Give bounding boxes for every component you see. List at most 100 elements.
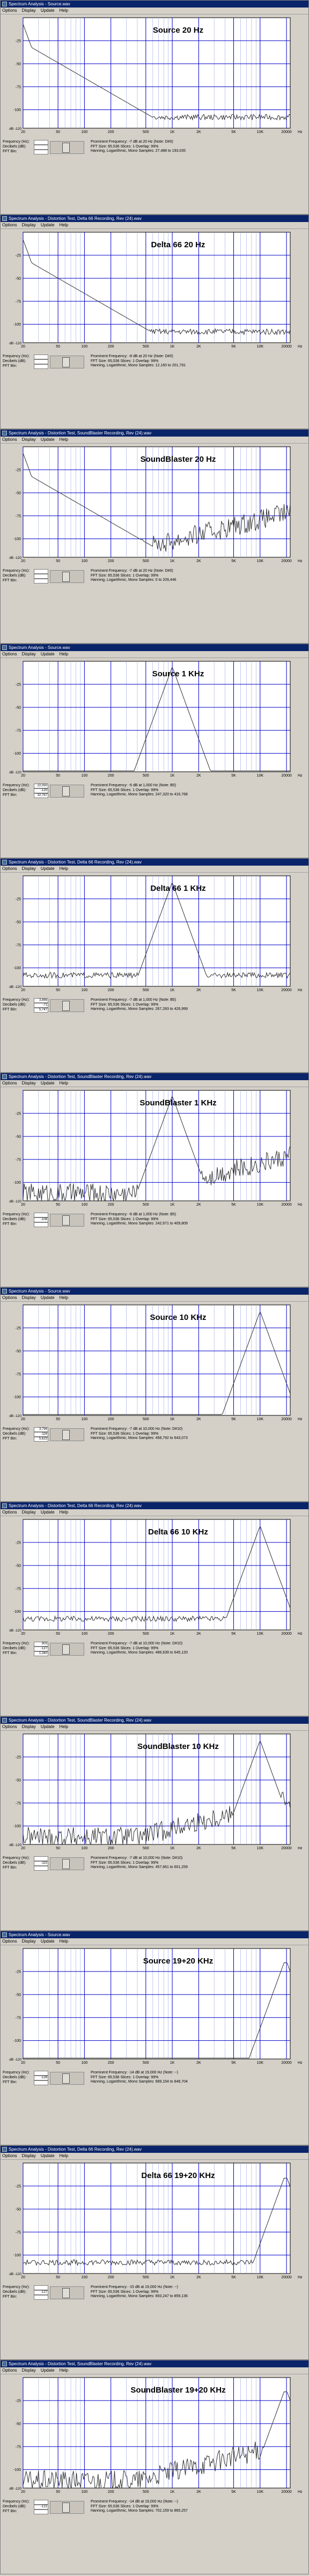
x-tick-label: 500 [143,988,149,992]
menu-display[interactable]: Display [21,8,36,13]
readout-value: -127 [34,1647,48,1651]
zoom-slider-thumb[interactable] [62,1430,70,1440]
panel-label: SoundBlaster 19+20 KHz [130,2386,225,2395]
menu-options[interactable]: Options [2,1510,17,1515]
zoom-slider-thumb[interactable] [62,2503,70,2513]
window-titlebar[interactable]: Spectrum Analysis - Source.wav [1,644,308,651]
zoom-slider[interactable] [50,2286,84,2299]
window-titlebar[interactable]: Spectrum Analysis - Distortion Test, Del… [1,859,308,866]
menu-update[interactable]: Update [40,652,55,656]
menu-options[interactable]: Options [2,1939,17,1944]
window-titlebar[interactable]: Spectrum Analysis - Distortion Test, Sou… [1,2360,308,2367]
menu-options[interactable]: Options [2,437,17,442]
info-line: Prominent Frequency: -8 dB at 20 Hz (Not… [91,355,173,358]
menu-update[interactable]: Update [40,2368,55,2373]
menu-help[interactable]: Help [59,2153,69,2158]
menu-update[interactable]: Update [40,8,55,13]
zoom-slider-thumb[interactable] [62,2073,70,2084]
y-tick-label: -25 [16,468,21,472]
menu-help[interactable]: Help [59,8,69,13]
zoom-slider-thumb[interactable] [62,143,70,153]
x-tick-label: 1K [170,1847,175,1850]
menu-help[interactable]: Help [59,1939,69,1944]
y-tick-label: -75 [16,300,21,304]
zoom-slider[interactable] [50,1643,84,1656]
window-titlebar[interactable]: Spectrum Analysis - Distortion Test, Del… [1,2146,308,2153]
menu-options[interactable]: Options [2,2368,17,2373]
window-titlebar[interactable]: Spectrum Analysis - Distortion Test, Sou… [1,430,308,437]
panel-label: SoundBlaster 10 KHz [137,1742,219,1751]
menu-update[interactable]: Update [40,1295,55,1300]
menu-help[interactable]: Help [59,1724,69,1729]
menu-options[interactable]: Options [2,1081,17,1086]
zoom-slider[interactable] [50,141,84,154]
zoom-slider[interactable] [50,785,84,798]
zoom-slider[interactable] [50,1214,84,1227]
menu-help[interactable]: Help [59,652,69,656]
window-titlebar[interactable]: Spectrum Analysis - Distortion Test, Del… [1,1502,308,1509]
menu-update[interactable]: Update [40,1081,55,1086]
zoom-slider[interactable] [50,999,84,1012]
menu-update[interactable]: Update [40,2153,55,2158]
menu-display[interactable]: Display [21,652,36,656]
info-line: FFT Size: 65,536 Slices: 1 Overlap: 99% [91,2290,159,2294]
window-titlebar[interactable]: Spectrum Analysis - Source.wav [1,1931,308,1938]
window-titlebar[interactable]: Spectrum Analysis - Source.wav [1,1288,308,1295]
menu-display[interactable]: Display [21,223,36,227]
menu-options[interactable]: Options [2,652,17,656]
menu-update[interactable]: Update [40,866,55,871]
spectrum-trace [23,1311,291,1415]
zoom-slider-thumb[interactable] [62,1644,70,1655]
menu-options[interactable]: Options [2,223,17,227]
menu-update[interactable]: Update [40,1939,55,1944]
readout-value: -108 [34,1217,48,1222]
menu-options[interactable]: Options [2,1724,17,1729]
zoom-slider-thumb[interactable] [62,572,70,582]
zoom-slider[interactable] [50,1428,84,1441]
menu-help[interactable]: Help [59,437,69,442]
menu-help[interactable]: Help [59,223,69,227]
window-titlebar[interactable]: Spectrum Analysis - Source.wav [1,1,308,8]
menu-display[interactable]: Display [21,1510,36,1515]
menu-help[interactable]: Help [59,1510,69,1515]
panel-label: SoundBlaster 1 KHz [139,1098,216,1108]
zoom-slider-thumb[interactable] [62,1001,70,1011]
menu-help[interactable]: Help [59,866,69,871]
spectrum-trace [23,24,291,121]
menu-options[interactable]: Options [2,2153,17,2158]
menu-update[interactable]: Update [40,223,55,227]
window-titlebar[interactable]: Spectrum Analysis - Distortion Test, Sou… [1,1717,308,1724]
y-tick-label: -25 [16,1326,21,1330]
menu-display[interactable]: Display [21,1081,36,1086]
menu-display[interactable]: Display [21,1295,36,1300]
fft-bin-readout: FFT Bin: [3,150,72,154]
zoom-slider-thumb[interactable] [62,786,70,796]
zoom-slider[interactable] [50,356,84,368]
menu-options[interactable]: Options [2,8,17,13]
zoom-slider[interactable] [50,1857,84,1870]
menu-update[interactable]: Update [40,437,55,442]
menu-help[interactable]: Help [59,1295,69,1300]
menu-display[interactable]: Display [21,1724,36,1729]
menu-update[interactable]: Update [40,1724,55,1729]
menu-display[interactable]: Display [21,2153,36,2158]
menu-options[interactable]: Options [2,1295,17,1300]
menu-display[interactable]: Display [21,866,36,871]
menu-display[interactable]: Display [21,1939,36,1944]
zoom-slider-thumb[interactable] [62,1859,70,1869]
menu-update[interactable]: Update [40,1510,55,1515]
menu-help[interactable]: Help [59,1081,69,1086]
zoom-slider-thumb[interactable] [62,1215,70,1226]
menu-display[interactable]: Display [21,437,36,442]
zoom-slider[interactable] [50,570,84,583]
menu-display[interactable]: Display [21,2368,36,2373]
zoom-slider-thumb[interactable] [62,2288,70,2298]
window-titlebar[interactable]: Spectrum Analysis - Distortion Test, Sou… [1,1073,308,1080]
x-tick-label: 2K [196,559,201,563]
window-titlebar[interactable]: Spectrum Analysis - Distortion Test, Del… [1,215,308,222]
menu-help[interactable]: Help [59,2368,69,2373]
menu-options[interactable]: Options [2,866,17,871]
zoom-slider-thumb[interactable] [62,357,70,367]
zoom-slider[interactable] [50,2501,84,2514]
zoom-slider[interactable] [50,2072,84,2085]
